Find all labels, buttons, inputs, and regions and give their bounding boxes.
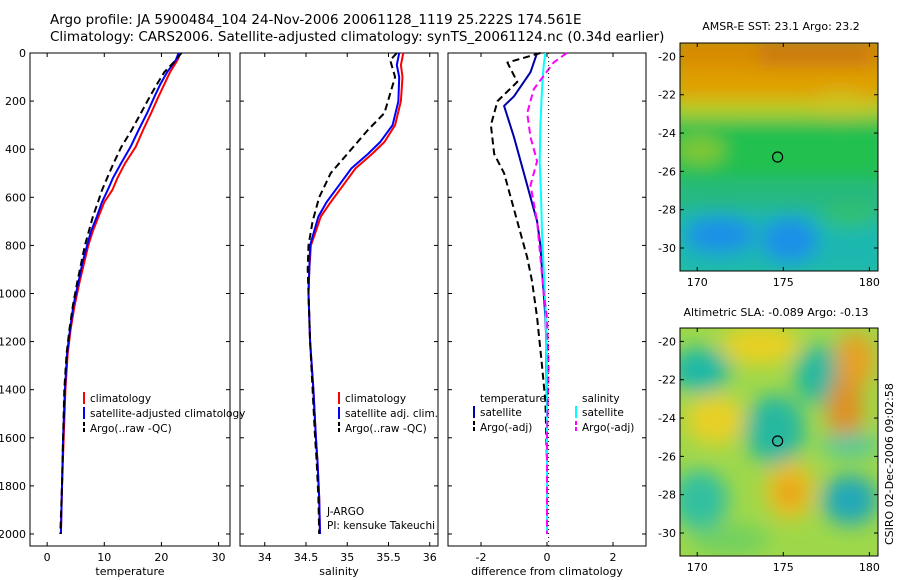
temperature-xlabel: temperature xyxy=(95,565,164,578)
y-tick-label: 800 xyxy=(5,239,26,252)
map-x-tick-label: 170 xyxy=(687,561,708,574)
map-y-tick-label: -24 xyxy=(658,127,676,140)
difference-xlabel: difference from climatology xyxy=(471,565,623,578)
sst-map-title: AMSR-E SST: 23.1 Argo: 23.2 xyxy=(702,20,860,33)
map-y-tick-label: -30 xyxy=(658,527,676,540)
map-x-tick-label: 170 xyxy=(687,276,708,289)
sst-map-frame xyxy=(679,42,879,272)
legend-title-temperature: temperature xyxy=(480,393,546,405)
legend-label-sat-adj: satellite adj. clim. xyxy=(345,408,438,420)
map-y-tick-label: -26 xyxy=(658,165,676,178)
x-tick-label: 35 xyxy=(340,551,354,564)
jargo-annotation: J-ARGO xyxy=(326,506,364,518)
sst-heatmap xyxy=(680,43,878,271)
series-line-temperature-argo-adj xyxy=(489,52,548,534)
map-x-tick-label: 180 xyxy=(859,276,880,289)
legend-label-argo: Argo(..raw -QC) xyxy=(345,423,427,435)
legend-label-climatology: climatology xyxy=(345,393,406,405)
pi-annotation: PI: kensuke Takeuchi xyxy=(327,520,435,532)
y-tick-label: 1600 xyxy=(0,432,26,445)
map-y-tick-label: -20 xyxy=(658,335,676,348)
legend-label-sal-satellite: satellite xyxy=(582,407,624,419)
temperature-legend: climatology satellite-adjusted climatolo… xyxy=(83,392,245,435)
map-y-tick-label: -30 xyxy=(658,242,676,255)
x-tick-label: -2 xyxy=(476,551,487,564)
x-tick-label: 36 xyxy=(423,551,437,564)
y-tick-label: 2000 xyxy=(0,528,26,541)
map-y-tick-label: -24 xyxy=(658,412,676,425)
temperature-axes xyxy=(29,52,231,547)
axis-ticks: 0 10 20 30020040060080010001200140016001800… xyxy=(0,43,880,574)
map-x-tick-label: 175 xyxy=(773,561,794,574)
legend-label-temp-satellite: satellite xyxy=(480,407,522,419)
sla-argo-marker xyxy=(771,435,784,447)
map-x-tick-label: 180 xyxy=(859,561,880,574)
plot-title-line2: Climatology: CARS2006. Satellite-adjuste… xyxy=(50,29,665,45)
series-line-argo-raw-qc xyxy=(59,52,183,535)
y-tick-label: 1400 xyxy=(0,384,26,397)
x-tick-label: 2 xyxy=(610,551,617,564)
y-tick-label: 1200 xyxy=(0,336,26,349)
x-tick-label: 34 xyxy=(258,551,272,564)
difference-legend: temperature satellite Argo(-adj) salinit… xyxy=(473,393,634,434)
salinity-axes xyxy=(239,52,439,547)
map-y-tick-label: -22 xyxy=(658,89,676,102)
series-line-salinity-satellite xyxy=(538,52,548,534)
plot-title-line1: Argo profile: JA 5900484_104 24-Nov-2006… xyxy=(50,12,582,28)
sla-map-title: Altimetric SLA: -0.089 Argo: -0.13 xyxy=(684,306,869,319)
salinity-legend: climatology satellite adj. clim. Argo(..… xyxy=(326,392,438,532)
map-y-tick-label: -20 xyxy=(658,50,676,63)
x-tick-label: 20 xyxy=(154,551,168,564)
sla-map-frame xyxy=(679,327,879,557)
legend-label-temp-argo: Argo(-adj) xyxy=(480,422,532,434)
y-tick-label: 600 xyxy=(5,191,26,204)
legend-label-argo: Argo(..raw -QC) xyxy=(90,423,172,435)
x-tick-label: 0 xyxy=(544,551,551,564)
sla-heatmap xyxy=(680,328,878,556)
x-tick-label: 10 xyxy=(97,551,111,564)
x-tick-label: 35.5 xyxy=(376,551,401,564)
y-tick-label: 1000 xyxy=(0,287,26,300)
y-tick-label: 200 xyxy=(5,95,26,108)
map-y-tick-label: -28 xyxy=(658,204,676,217)
profile-curves xyxy=(59,52,568,535)
legend-title-salinity: salinity xyxy=(582,393,620,405)
map-y-tick-label: -22 xyxy=(658,374,676,387)
legend-label-climatology: climatology xyxy=(90,393,151,405)
map-y-tick-label: -28 xyxy=(658,489,676,502)
side-timestamp: CSIRO 02-Dec-2006 09:02:58 xyxy=(883,383,896,545)
sst-argo-marker xyxy=(771,151,784,163)
legend-label-sal-argo: Argo(-adj) xyxy=(582,422,634,434)
map-x-tick-label: 175 xyxy=(773,276,794,289)
map-y-tick-label: -26 xyxy=(658,450,676,463)
y-tick-label: 400 xyxy=(5,143,26,156)
x-tick-label: 0 xyxy=(44,551,51,564)
y-tick-label: 0 xyxy=(19,47,26,60)
salinity-xlabel: salinity xyxy=(319,565,359,578)
legend-label-sat-adj: satellite-adjusted climatology xyxy=(90,408,245,420)
x-tick-label: 30 xyxy=(212,551,226,564)
y-tick-label: 1800 xyxy=(0,480,26,493)
x-tick-label: 34.5 xyxy=(294,551,319,564)
